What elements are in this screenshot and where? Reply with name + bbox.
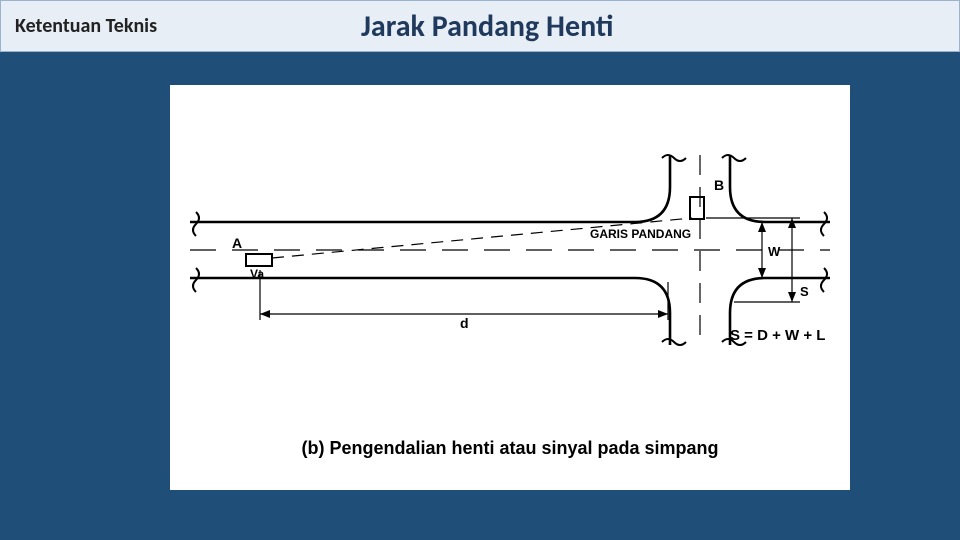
dimension-w-arrow-top	[758, 222, 766, 232]
dimension-d-arrow-left	[260, 310, 270, 318]
road-edge-top-left	[190, 155, 670, 222]
dimension-d-arrow-right	[658, 310, 668, 318]
label-w: W	[768, 244, 781, 259]
label-va: Va	[250, 267, 264, 281]
vehicle-a	[246, 254, 272, 266]
break-mark	[193, 212, 199, 236]
label-d: d	[460, 315, 469, 331]
break-mark	[193, 268, 199, 292]
break-mark	[821, 268, 827, 292]
label-formula: S = D + W + L	[730, 327, 825, 344]
break-mark	[662, 339, 686, 345]
header-left-label: Ketentuan Teknis	[1, 14, 361, 38]
break-mark	[722, 155, 746, 161]
intersection-diagram: A B Va d W S GARIS PANDANG S = D + W + L	[170, 85, 850, 415]
road-edge-bottom-left	[190, 278, 670, 345]
dimension-s-arrow-bottom	[788, 292, 796, 302]
dimension-w-arrow-bottom	[758, 268, 766, 278]
header-title: Jarak Pandang Henti	[361, 8, 613, 45]
vehicle-b	[690, 197, 704, 219]
break-mark	[821, 212, 827, 236]
label-s: S	[800, 284, 809, 299]
label-b: B	[714, 177, 724, 193]
road-edge-top-right	[730, 155, 830, 222]
label-a: A	[232, 235, 242, 251]
slide-header: Ketentuan Teknis Jarak Pandang Henti	[0, 0, 960, 52]
diagram-caption: (b) Pengendalian henti atau sinyal pada …	[170, 420, 850, 459]
label-garis-pandang: GARIS PANDANG	[590, 227, 691, 241]
break-mark	[662, 155, 686, 161]
diagram-container: A B Va d W S GARIS PANDANG S = D + W + L…	[170, 85, 850, 490]
